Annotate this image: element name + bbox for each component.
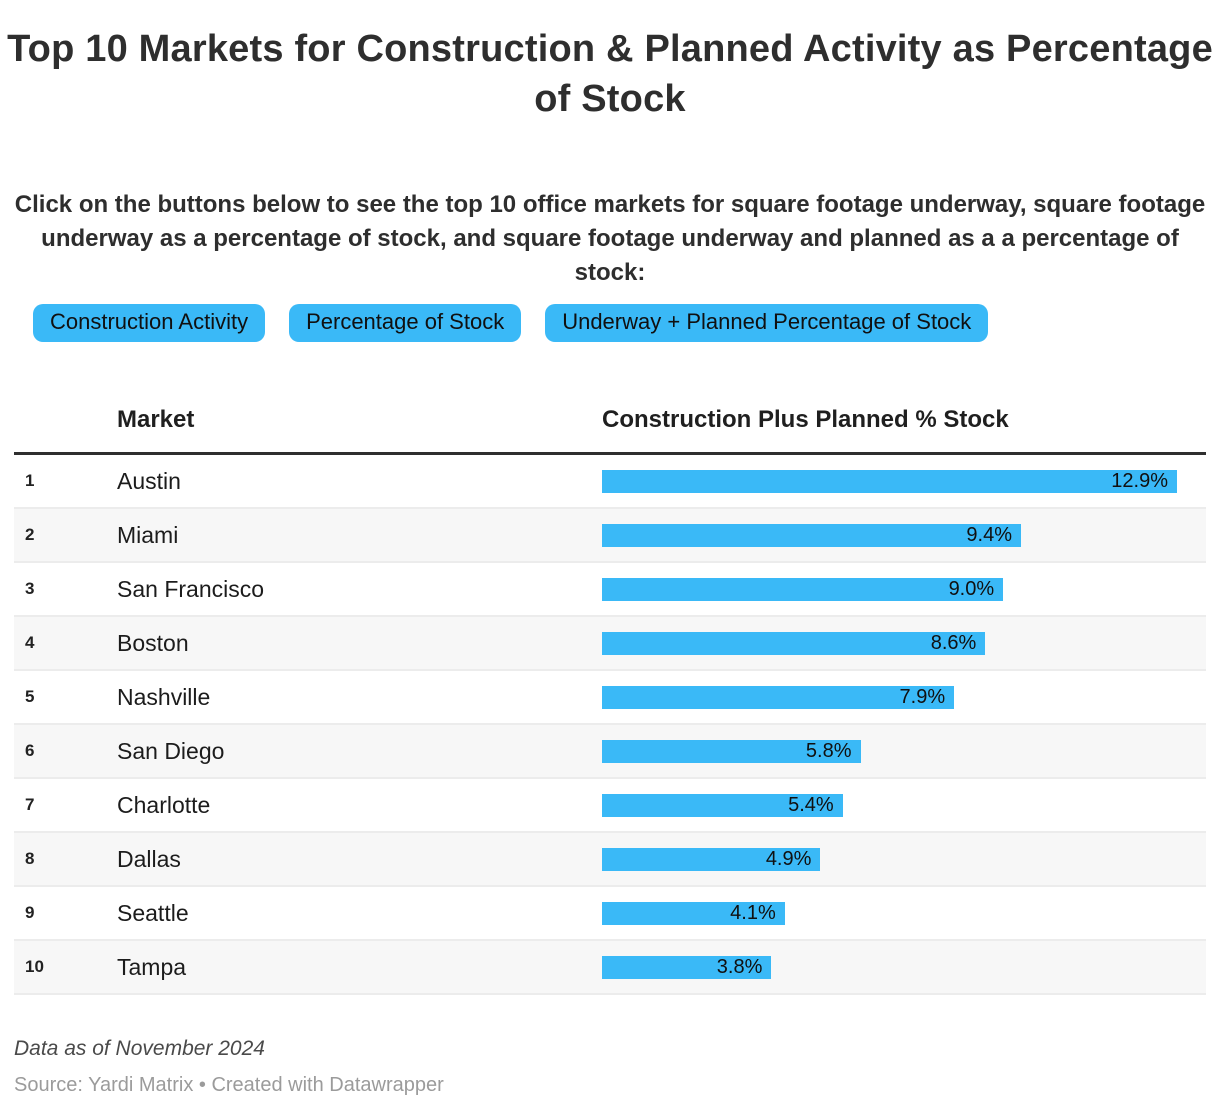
- market-name-cell: San Diego: [117, 737, 225, 764]
- bar-cell: 5.8%: [602, 739, 1206, 763]
- value-label: 3.8%: [716, 955, 763, 978]
- rank-cell: 2: [25, 525, 35, 544]
- underway-planned-percentage-button[interactable]: Underway + Planned Percentage of Stock: [545, 304, 989, 342]
- value-bar: 12.9%: [602, 469, 1177, 493]
- bar-track: 7.9%: [602, 685, 1177, 709]
- table-row: 10 Tampa 3.8%: [14, 941, 1206, 995]
- bar-cell: 9.0%: [602, 577, 1206, 601]
- value-label: 4.9%: [765, 847, 812, 870]
- chart-description: Click on the buttons below to see the to…: [14, 191, 1206, 286]
- value-bar: 4.1%: [602, 901, 785, 925]
- table-row: 5 Nashville 7.9%: [14, 671, 1206, 725]
- bar-track: 12.9%: [602, 469, 1177, 493]
- value-bar: 9.0%: [602, 577, 1004, 601]
- value-label: 8.6%: [930, 631, 977, 654]
- table-row: 9 Seattle 4.1%: [14, 887, 1206, 941]
- table-row: 1 Austin 12.9%: [14, 455, 1206, 509]
- value-bar: 7.9%: [602, 685, 955, 709]
- bar-cell: 3.8%: [602, 955, 1206, 979]
- market-name-cell: Miami: [117, 521, 179, 548]
- bar-cell: 7.9%: [602, 685, 1206, 709]
- rank-cell: 3: [25, 579, 35, 598]
- bar-track: 5.4%: [602, 793, 1177, 817]
- rank-cell: 6: [25, 741, 35, 760]
- table-row: 4 Boston 8.6%: [14, 617, 1206, 671]
- rank-cell: 5: [25, 687, 35, 706]
- data-note: Data as of November 2024: [14, 1037, 265, 1060]
- market-name-cell: Tampa: [117, 953, 187, 980]
- value-label: 12.9%: [1111, 469, 1168, 492]
- market-name-cell: Nashville: [117, 683, 211, 710]
- bar-cell: 4.9%: [602, 847, 1206, 871]
- market-column-header: Market: [117, 406, 195, 433]
- value-bar: 5.4%: [602, 793, 843, 817]
- value-label: 7.9%: [899, 685, 946, 708]
- table-body: 1 Austin 12.9% 2 Miami 9.4% 3 San Franci…: [14, 455, 1206, 995]
- table-row: 7 Charlotte 5.4%: [14, 779, 1206, 833]
- bar-track: 5.8%: [602, 739, 1177, 763]
- value-label: 5.4%: [788, 793, 834, 816]
- rank-cell: 1: [25, 471, 35, 490]
- market-name-cell: Boston: [117, 629, 189, 656]
- table-row: 6 San Diego 5.8%: [14, 725, 1206, 779]
- rank-cell: 7: [25, 795, 35, 814]
- view-toggle-buttons: Construction Activity Percentage of Stoc…: [33, 304, 1220, 342]
- percentage-of-stock-button[interactable]: Percentage of Stock: [289, 304, 522, 342]
- rank-cell: 8: [25, 849, 35, 868]
- value-bar: 8.6%: [602, 631, 986, 655]
- bar-track: 9.0%: [602, 577, 1177, 601]
- table-row: 3 San Francisco 9.0%: [14, 563, 1206, 617]
- rankings-table: Market Construction Plus Planned % Stock…: [14, 392, 1206, 995]
- bar-track: 8.6%: [602, 631, 1177, 655]
- bar-track: 9.4%: [602, 523, 1177, 547]
- market-name-cell: Charlotte: [117, 791, 211, 818]
- market-name-cell: Dallas: [117, 845, 181, 872]
- rank-cell: 9: [25, 903, 35, 922]
- rank-cell: 10: [25, 957, 44, 976]
- value-bar: 9.4%: [602, 523, 1021, 547]
- table-header-row: Market Construction Plus Planned % Stock: [14, 392, 1206, 455]
- bar-track: 4.9%: [602, 847, 1177, 871]
- market-name-cell: San Francisco: [117, 575, 265, 602]
- table-row: 8 Dallas 4.9%: [14, 833, 1206, 887]
- value-column-header: Construction Plus Planned % Stock: [602, 406, 1009, 433]
- value-label: 9.0%: [948, 577, 995, 600]
- bar-cell: 12.9%: [602, 469, 1206, 493]
- value-label: 5.8%: [805, 739, 852, 762]
- bar-cell: 8.6%: [602, 631, 1206, 655]
- bar-cell: 5.4%: [602, 793, 1206, 817]
- market-name-cell: Austin: [117, 467, 181, 494]
- page-title: Top 10 Markets for Construction & Planne…: [7, 28, 1213, 120]
- bar-track: 3.8%: [602, 955, 1177, 979]
- rank-cell: 4: [25, 633, 35, 652]
- value-label: 4.1%: [730, 901, 776, 924]
- value-label: 9.4%: [966, 523, 1012, 546]
- bar-cell: 4.1%: [602, 901, 1206, 925]
- bar-cell: 9.4%: [602, 523, 1206, 547]
- value-bar: 5.8%: [602, 739, 861, 763]
- source-line: Source: Yardi Matrix • Created with Data…: [14, 1074, 444, 1096]
- construction-activity-button[interactable]: Construction Activity: [33, 304, 266, 342]
- value-bar: 3.8%: [602, 955, 772, 979]
- market-name-cell: Seattle: [117, 899, 189, 926]
- bar-track: 4.1%: [602, 901, 1177, 925]
- value-bar: 4.9%: [602, 847, 821, 871]
- table-row: 2 Miami 9.4%: [14, 509, 1206, 563]
